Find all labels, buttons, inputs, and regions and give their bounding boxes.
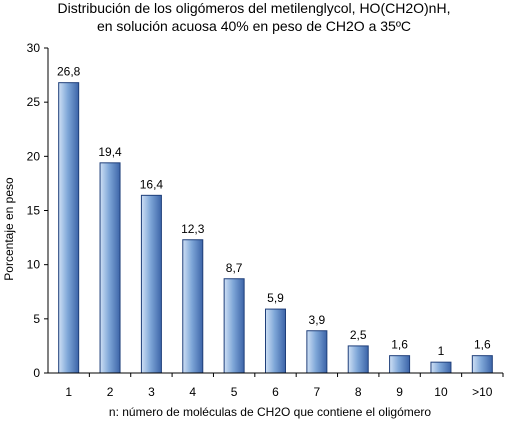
chart-title-line-2: en solución acuosa 40% en peso de CH2O a… — [97, 18, 411, 34]
y-tick-label: 15 — [27, 204, 41, 218]
bar — [389, 355, 411, 374]
x-tick-label: >10 — [472, 385, 493, 399]
x-tick-label: 4 — [189, 385, 196, 399]
chart-title-line-1: Distribución de los oligómeros del metil… — [58, 0, 451, 16]
x-tick-label: 9 — [396, 385, 403, 399]
x-tick-label: 5 — [231, 385, 238, 399]
x-tick-label: 1 — [65, 385, 72, 399]
data-label: 3,9 — [309, 313, 326, 327]
bar — [223, 278, 245, 374]
data-label: 19,4 — [98, 145, 122, 159]
x-tick-label: 2 — [107, 385, 114, 399]
y-tick-label: 25 — [27, 95, 41, 109]
x-tick-label: 6 — [272, 385, 279, 399]
data-label: 26,8 — [57, 65, 81, 79]
bar — [265, 308, 286, 374]
bar — [58, 82, 80, 374]
data-label: 1,6 — [474, 338, 491, 352]
bar — [99, 162, 121, 374]
data-label: 16,4 — [140, 177, 164, 191]
bar — [471, 355, 493, 374]
y-tick-label: 0 — [33, 366, 40, 380]
y-tick-label: 20 — [27, 149, 41, 163]
x-axis-title: n: número de moléculas de CH2O que conti… — [109, 405, 432, 419]
x-tick-label: 7 — [314, 385, 321, 399]
data-label: 1,6 — [391, 338, 408, 352]
data-label: 1 — [438, 344, 445, 358]
data-label: 2,5 — [350, 328, 367, 342]
data-labels: 26,8 19,4 16,4 12,3 8,7 5,9 3,9 2,5 1,6 1 1,6 — [57, 65, 491, 358]
bar — [140, 194, 162, 374]
data-label: 5,9 — [267, 291, 284, 305]
x-axis-ticks: 1 2 3 4 5 6 7 8 9 10 >10 — [65, 373, 504, 399]
data-label: 12,3 — [181, 222, 205, 236]
bar — [347, 345, 369, 374]
y-axis-title: Porcentaje en peso — [2, 177, 16, 281]
x-tick-label: 3 — [148, 385, 155, 399]
y-axis-ticks: 0 5 10 15 20 25 30 — [27, 41, 48, 380]
bar — [306, 330, 328, 374]
data-label: 8,7 — [226, 261, 243, 275]
y-tick-label: 5 — [33, 312, 40, 326]
x-tick-label: 10 — [434, 385, 448, 399]
x-tick-label: 8 — [355, 385, 362, 399]
bar — [430, 361, 452, 374]
y-tick-label: 30 — [27, 41, 41, 55]
bar — [182, 239, 204, 374]
bars — [58, 82, 493, 374]
y-tick-label: 10 — [27, 258, 41, 272]
